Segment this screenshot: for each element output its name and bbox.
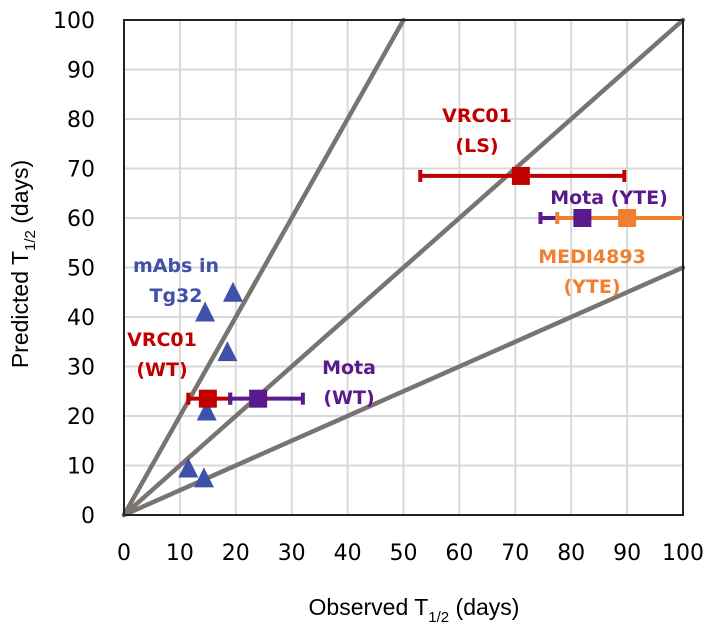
data-point-square — [511, 166, 530, 185]
y-tick-label: 90 — [67, 59, 95, 84]
x-tick-label: 50 — [390, 541, 418, 566]
data-point-square — [618, 209, 637, 227]
y-axis-title: Predicted T1/2 (days) — [7, 160, 39, 368]
x-tick-label: 70 — [501, 541, 529, 566]
x-tick-label: 80 — [557, 541, 585, 566]
y-tick-label: 40 — [67, 306, 95, 331]
data-point-triangle — [223, 281, 244, 302]
y-tick-label: 50 — [67, 257, 95, 282]
annotation-vrc01wt: VRC01 — [127, 329, 197, 351]
x-tick-label: 60 — [445, 541, 473, 566]
x-axis-title-suffix: (days) — [449, 594, 519, 620]
data-point-triangle — [196, 400, 217, 421]
x-tick-label: 40 — [334, 541, 362, 566]
annotation-motawt: (WT) — [323, 387, 374, 409]
annotation-medi: (YTE) — [563, 276, 620, 298]
y-tick-label: 100 — [53, 9, 95, 34]
annotation-motayte: Mota (YTE) — [550, 187, 668, 209]
annotation-tg32: Tg32 — [149, 285, 202, 307]
y-axis-title-main: Predicted T — [7, 251, 33, 368]
x-axis-title: Observed T1/2 (days) — [309, 594, 520, 626]
data-point-triangle — [195, 301, 216, 322]
annotations: mAbs in Tg32 VRC01 (WT) Mota (WT) VRC01 (LS) Mot… — [127, 105, 668, 409]
x-axis-title-sub: 1/2 — [428, 609, 449, 626]
x-tick-label: 10 — [166, 541, 194, 566]
y-tick-label: 30 — [67, 356, 95, 381]
x-tick-label: 30 — [278, 541, 306, 566]
data-point-square — [573, 209, 592, 227]
y-tick-label: 80 — [67, 108, 95, 133]
plot-frame — [123, 19, 684, 516]
y-tick-label: 20 — [67, 405, 95, 430]
annotation-medi: MEDI4893 — [538, 246, 646, 268]
x-tick-label: 100 — [662, 541, 704, 566]
x-tick-label: 20 — [222, 541, 250, 566]
x-tick-labels: 0 10 20 30 40 50 60 70 80 90 100 — [117, 541, 704, 566]
annotation-vrc01ls: (LS) — [455, 135, 498, 157]
reference-line-2x-fold — [121, 17, 406, 518]
annotation-motawt: Mota — [322, 357, 376, 379]
x-tick-label: 90 — [613, 541, 641, 566]
data-point-triangle — [178, 457, 199, 478]
data-points — [178, 166, 637, 488]
data-point-triangle — [193, 467, 214, 488]
annotation-vrc01ls: VRC01 — [442, 105, 512, 127]
x-axis-title-main: Observed T — [309, 594, 429, 620]
y-tick-labels: 0 10 20 30 40 50 60 70 80 90 100 — [53, 9, 95, 529]
data-point-square — [198, 389, 217, 408]
y-axis-title-suffix: (days) — [7, 160, 33, 230]
y-tick-label: 60 — [67, 207, 95, 232]
y-axis-title-sub: 1/2 — [22, 230, 39, 251]
data-point-square — [249, 389, 268, 408]
annotation-tg32: mAbs in — [133, 255, 219, 277]
y-tick-label: 70 — [67, 158, 95, 183]
y-tick-label: 0 — [81, 504, 95, 529]
reference-lines — [121, 17, 686, 518]
annotation-vrc01wt: (WT) — [136, 359, 187, 381]
data-point-triangle — [217, 341, 238, 362]
reference-line-0.5x-fold — [121, 265, 686, 518]
reference-line-unity — [121, 17, 686, 518]
y-tick-label: 10 — [67, 455, 95, 480]
x-tick-label: 0 — [117, 541, 131, 566]
